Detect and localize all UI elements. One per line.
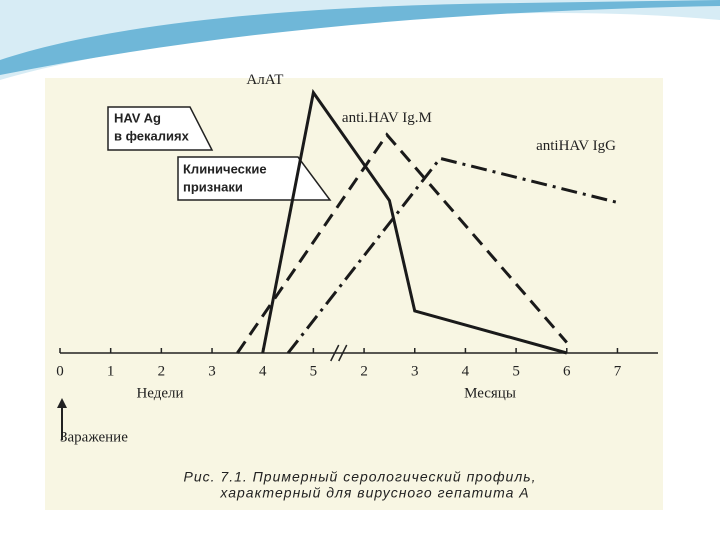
plot: 0 1 2 3 4 5 2 3 4 5 6 7 АлАТ anti.HAV Ig.M antiHAV IgG: [56, 72, 658, 379]
series-line: [236, 132, 568, 354]
x-tick-label: 4: [259, 363, 267, 379]
label-box: [177, 156, 332, 201]
x-tick-label: 1: [107, 363, 115, 379]
x-tick-label: 3: [411, 363, 419, 379]
swoosh: [0, 0, 720, 80]
caption: Рис. 7.1. Примерный серологический профи…: [184, 469, 537, 485]
box-label: признаки: [183, 179, 243, 194]
arrow-head: [57, 398, 67, 408]
box-label: в фекалиях: [114, 128, 190, 143]
caption: характерный для вирусного гепатита А: [219, 485, 529, 501]
x-tick-label: 5: [310, 363, 318, 379]
label-box: [107, 106, 214, 151]
x-tick-label: 0: [56, 363, 64, 379]
x-tick-label: 3: [208, 363, 216, 379]
series-label: antiHAV IgG: [536, 138, 616, 154]
x-label: Недели: [136, 385, 183, 401]
swoosh-line: [0, 0, 720, 75]
x-tick-label: 2: [360, 363, 368, 379]
axis-break: [338, 344, 348, 362]
series-line: [261, 88, 568, 355]
axis-break: [330, 344, 340, 362]
x-tick-label: 2: [158, 363, 166, 379]
x-label: Месяцы: [464, 385, 516, 401]
infection-label: Заражение: [60, 429, 128, 445]
x-tick-label: 5: [512, 363, 520, 379]
x-tick-label: 7: [614, 363, 622, 379]
box-label: HAV Ag: [114, 110, 161, 125]
x-tick-label: 4: [462, 363, 470, 379]
series-label: АлАТ: [246, 72, 283, 88]
series-label: anti.HAV Ig.M: [342, 110, 432, 126]
box-label: Клинические: [183, 161, 267, 176]
x-tick-label: 6: [563, 363, 571, 379]
